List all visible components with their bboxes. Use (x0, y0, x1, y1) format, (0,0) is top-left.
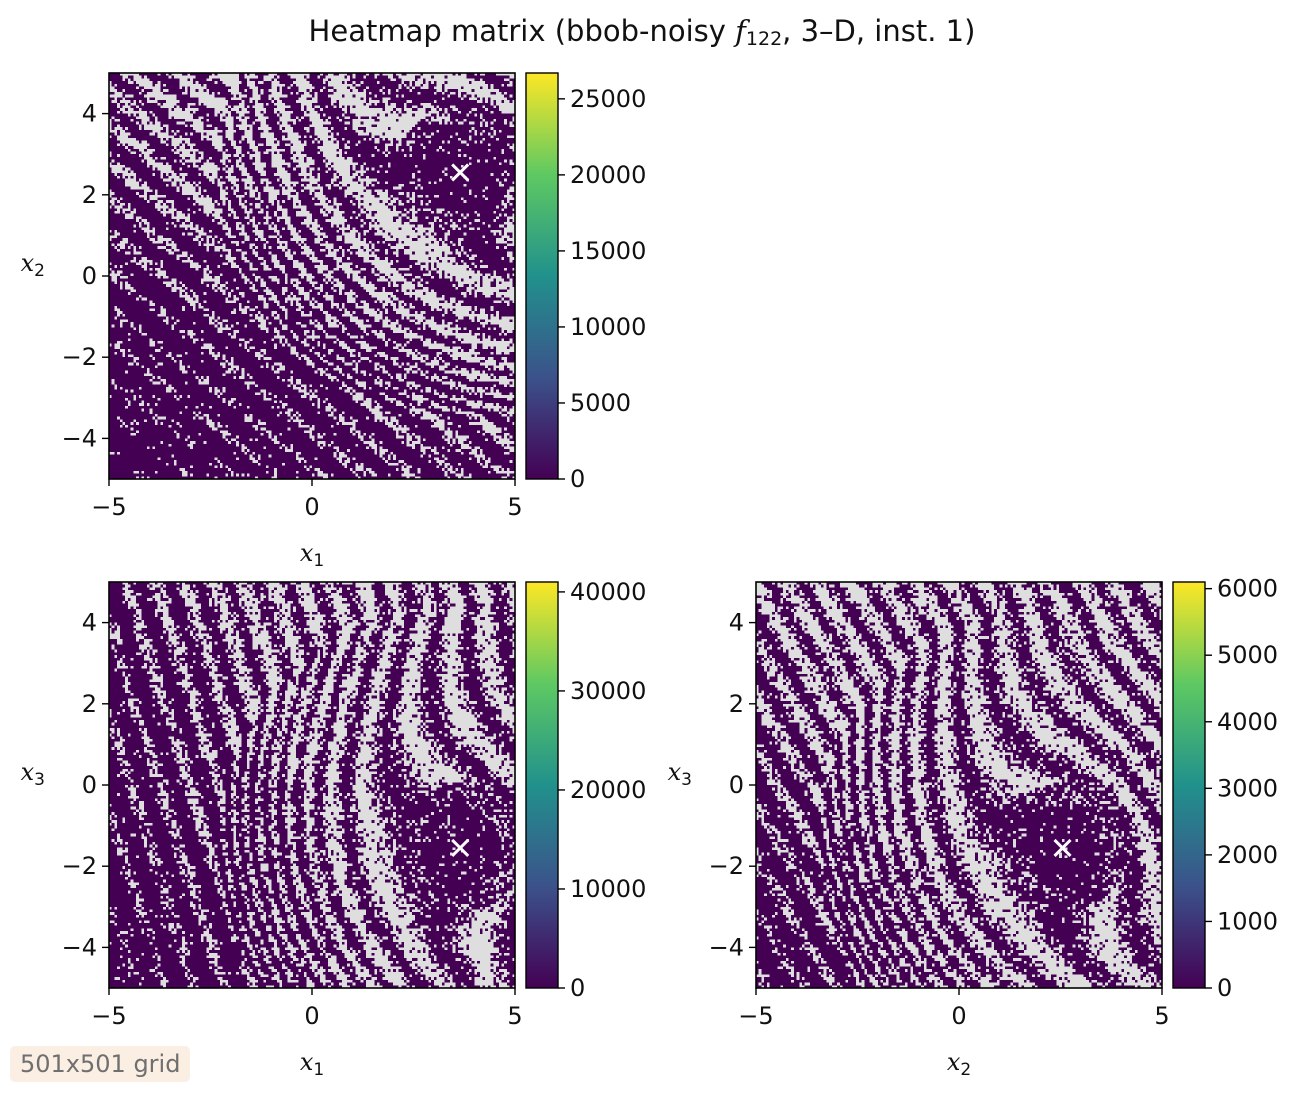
y-tick-label: 4 (82, 609, 97, 637)
colorbar-tick-label: 10000 (570, 875, 646, 903)
optimum-marker (1053, 838, 1072, 857)
x-tick-label: −5 (91, 493, 126, 521)
colorbar-tick-label: 0 (570, 465, 585, 493)
y-tick-label: −2 (62, 852, 97, 880)
y-axis-label: x3 (668, 758, 692, 790)
colorbar-tick-label: 20000 (570, 776, 646, 804)
title-function-subscript: 122 (745, 28, 783, 50)
x-tick-label: 5 (1154, 1002, 1169, 1030)
colorbar-tick-label: 40000 (570, 578, 646, 606)
x-tick-label: 0 (951, 1002, 966, 1030)
y-axis-label: x2 (21, 249, 45, 281)
heatmap-image (109, 582, 515, 988)
x-axis-label: x2 (947, 1048, 971, 1080)
y-tick-label: 2 (82, 181, 97, 209)
colorbar-tick-label: 2000 (1217, 841, 1278, 869)
heatmap-image (109, 73, 515, 479)
x-tick-label: 5 (507, 1002, 522, 1030)
colorbar-tick-label: 1000 (1217, 907, 1278, 935)
heatmap-panel-x1-x3: −5 0 5 −4 −2 0 2 4 x1 x3 0 10000 20000 30000 40000 (21, 578, 647, 1080)
colorbar-tick-label: 4000 (1217, 708, 1278, 736)
colorbar-tick-label: 0 (1217, 974, 1232, 1002)
x-tick-label: −5 (91, 1002, 126, 1030)
colorbar-tick-label: 20000 (570, 161, 646, 189)
optimum-marker (451, 838, 470, 857)
optimum-marker-stroke (451, 163, 470, 182)
x-tick-label: −5 (738, 1002, 773, 1030)
colorbar-tick-label: 25000 (570, 85, 646, 113)
y-tick-label: 0 (82, 262, 97, 290)
y-tick-label: 4 (82, 100, 97, 128)
colorbar-gradient (525, 581, 559, 989)
y-tick-label: 0 (729, 771, 744, 799)
heatmap-image (756, 582, 1162, 988)
colorbar-tick-label: 3000 (1217, 774, 1278, 802)
colorbar: 0 10000 20000 30000 40000 (525, 578, 646, 1002)
y-tick-label: −2 (709, 852, 744, 880)
x-axis-label-subscript: 1 (313, 551, 324, 571)
y-axis-label-subscript: 3 (34, 770, 45, 790)
x-axis-label: x1 (300, 539, 324, 571)
y-tick-label: 2 (82, 690, 97, 718)
colorbar-tick-label: 30000 (570, 677, 646, 705)
figure-title: Heatmap matrix (bbob-noisy f122, 3–D, in… (0, 14, 1284, 50)
x-tick-label: 5 (507, 493, 522, 521)
title-function-symbol: f (735, 14, 746, 48)
y-tick-label: −4 (62, 424, 97, 452)
colorbar: 0 5000 10000 15000 20000 25000 (525, 72, 646, 493)
optimum-marker-stroke (451, 838, 470, 857)
colorbar-tick-label: 15000 (570, 237, 646, 265)
heatmap-panel-x1-x2: −5 0 5 −4 −2 0 2 4 x1 x2 0 5000 10000 15000 20000 25000 (21, 72, 646, 571)
x-tick-label: 0 (304, 1002, 319, 1030)
grid-size-badge: 501x501 grid (10, 1046, 191, 1082)
y-tick-label: −2 (62, 343, 97, 371)
x-tick-label: 0 (304, 493, 319, 521)
y-tick-label: 4 (729, 609, 744, 637)
title-suffix: , 3–D, inst. 1) (782, 14, 976, 48)
colorbar-tick-label: 5000 (1217, 641, 1278, 669)
colorbar-tick-label: 5000 (570, 389, 631, 417)
optimum-marker (451, 163, 470, 182)
heatmap-panel-x2-x3: −5 0 5 −4 −2 0 2 4 x2 x3 0 1000 2000 3000 4000 5000 6000 (668, 575, 1278, 1080)
y-tick-label: 2 (729, 690, 744, 718)
title-prefix: Heatmap matrix (bbob-noisy (308, 14, 736, 48)
colorbar-gradient (1172, 581, 1206, 989)
x-axis-label-subscript: 2 (960, 1060, 971, 1080)
y-axis-label-subscript: 2 (34, 261, 45, 281)
colorbar: 0 1000 2000 3000 4000 5000 6000 (1172, 575, 1278, 1002)
x-axis-label-subscript: 1 (313, 1060, 324, 1080)
colorbar-tick-label: 6000 (1217, 575, 1278, 603)
y-tick-label: −4 (62, 933, 97, 961)
colorbar-tick-label: 10000 (570, 313, 646, 341)
colorbar-tick-label: 0 (570, 974, 585, 1002)
colorbar-gradient (525, 72, 559, 480)
optimum-marker-stroke (1053, 838, 1072, 857)
y-axis-label-subscript: 3 (681, 770, 692, 790)
x-axis-label: x1 (300, 1048, 324, 1080)
y-axis-label: x3 (21, 758, 45, 790)
y-tick-label: 0 (82, 771, 97, 799)
y-tick-label: −4 (709, 933, 744, 961)
